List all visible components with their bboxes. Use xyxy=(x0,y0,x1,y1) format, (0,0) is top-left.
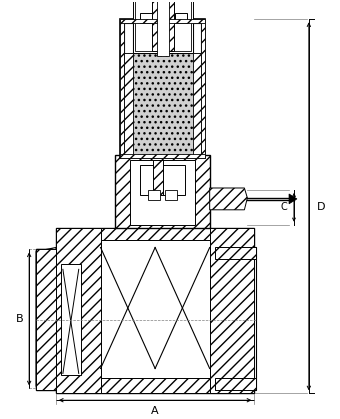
Polygon shape xyxy=(61,249,81,264)
Polygon shape xyxy=(210,228,254,393)
Polygon shape xyxy=(120,19,124,158)
Polygon shape xyxy=(116,155,210,228)
Text: A: A xyxy=(151,406,159,416)
Text: B: B xyxy=(15,314,23,324)
Bar xyxy=(148,190,160,200)
Polygon shape xyxy=(36,373,56,388)
Bar xyxy=(157,0,169,56)
Bar xyxy=(152,0,174,51)
Polygon shape xyxy=(193,53,201,155)
Bar xyxy=(153,160,163,195)
Bar xyxy=(133,0,160,53)
Polygon shape xyxy=(124,23,201,155)
Polygon shape xyxy=(120,19,205,158)
Bar xyxy=(166,0,193,53)
Bar xyxy=(36,249,56,388)
Bar xyxy=(101,240,210,378)
Polygon shape xyxy=(289,194,297,204)
Polygon shape xyxy=(36,249,96,391)
Polygon shape xyxy=(124,53,201,155)
Polygon shape xyxy=(120,19,205,23)
Polygon shape xyxy=(124,53,133,155)
Polygon shape xyxy=(36,251,56,266)
Polygon shape xyxy=(101,378,210,393)
Polygon shape xyxy=(101,228,210,240)
Bar xyxy=(168,0,191,51)
Polygon shape xyxy=(133,23,193,53)
Polygon shape xyxy=(56,228,101,393)
Bar xyxy=(175,13,187,23)
Text: D: D xyxy=(317,202,325,212)
Polygon shape xyxy=(36,248,56,388)
Polygon shape xyxy=(130,160,195,225)
Polygon shape xyxy=(215,378,256,391)
Polygon shape xyxy=(215,248,256,391)
Polygon shape xyxy=(81,249,96,391)
Text: C: C xyxy=(281,202,287,212)
Polygon shape xyxy=(36,249,61,391)
Bar xyxy=(135,0,158,51)
Bar xyxy=(140,13,152,23)
Bar xyxy=(165,190,177,200)
Bar xyxy=(140,165,185,195)
Polygon shape xyxy=(120,154,205,158)
Polygon shape xyxy=(56,228,254,393)
Polygon shape xyxy=(61,375,81,391)
Polygon shape xyxy=(215,248,256,259)
Bar xyxy=(36,249,56,388)
Bar xyxy=(61,264,81,375)
Polygon shape xyxy=(201,19,205,158)
Polygon shape xyxy=(210,188,248,210)
